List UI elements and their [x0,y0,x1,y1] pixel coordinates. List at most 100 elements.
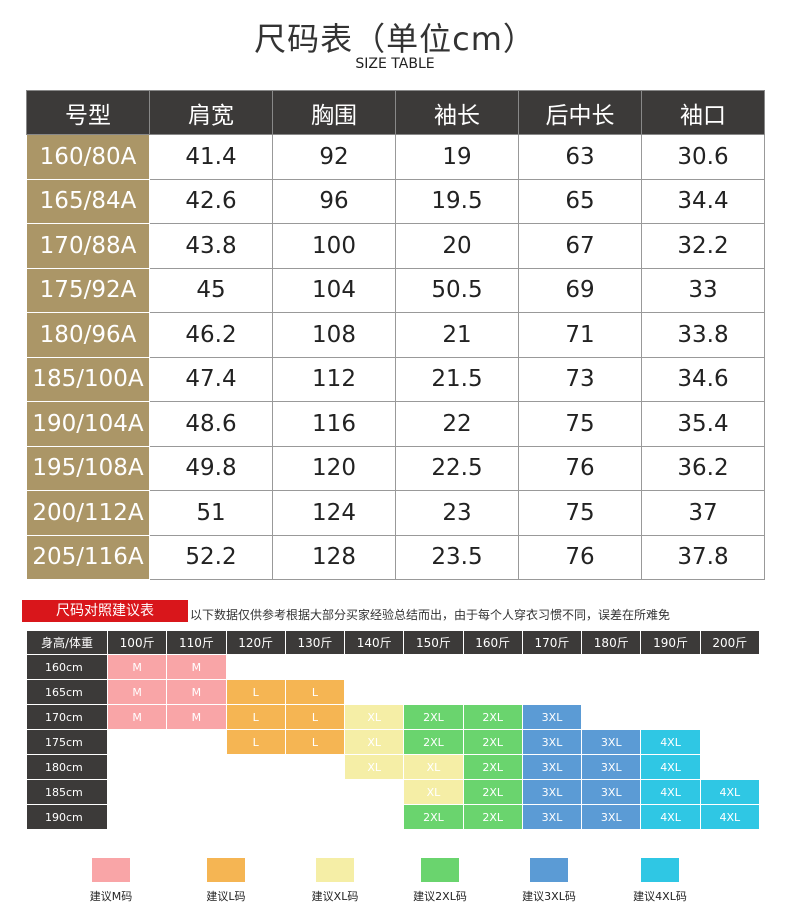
empty-cell [582,655,640,679]
empty-cell [167,805,225,829]
legend-item: 建议3XL码 [494,858,604,904]
size-value-cell: 42.6 [149,178,273,224]
legend-swatch [421,858,459,882]
empty-cell [345,805,403,829]
size-value-cell: 35.4 [641,401,765,447]
empty-cell [167,730,225,754]
size-value-cell: 22 [395,401,519,447]
empty-cell [701,655,759,679]
legend-swatch [92,858,130,882]
height-cell: 190cm [27,805,107,829]
size-table-row: 200/112A 51 124 23 75 37 [26,490,765,536]
size-value-cell: 108 [272,312,396,358]
size-suggestion-cell: 2XL [404,805,463,829]
size-value-cell: 128 [272,534,396,580]
weight-header-cell: 100斤 [108,631,167,654]
size-table-body: 160/80A 41.4 92 19 63 30.6 165/84A 42.6 96 19.5 65… [26,134,765,580]
size-value-cell: 21.5 [395,356,519,402]
size-table: 号型 肩宽 胸围 袖长 后中长 袖口 160/80A 41.4 92 19 63 30.6 165/8… [26,90,765,580]
size-header-cell: 袖长 [395,90,519,135]
size-table-row: 160/80A 41.4 92 19 63 30.6 [26,134,765,180]
size-suggestion-cell: 4XL [700,780,759,804]
size-value-cell: 51 [149,490,273,536]
size-value-cell: 21 [395,312,519,358]
recommend-title: 尺码对照建议表 [22,600,188,622]
size-suggestion-cell: L [285,730,345,754]
empty-cell [286,655,344,679]
size-value-cell: 20 [395,223,519,269]
size-value-cell: 75 [518,490,642,536]
legend-item: 建议XL码 [280,858,390,904]
size-value-cell: 23 [395,490,519,536]
empty-cell [345,655,403,679]
size-value-cell: 37.8 [641,534,765,580]
size-table-row: 205/116A 52.2 128 23.5 76 37.8 [26,534,765,580]
empty-cell [701,755,759,779]
size-header-cell: 胸围 [272,90,396,135]
size-value-cell: 116 [272,401,396,447]
empty-cell [404,680,462,704]
size-value-cell: 19.5 [395,178,519,224]
recommend-row: 190cm 2XL 2XL 3XL 3XL 4XL 4XL [27,805,759,829]
size-suggestion-cell: L [226,730,285,754]
legend-label: 建议M码 [89,890,133,903]
size-value-cell: 32.2 [641,223,765,269]
size-suggestion-cell: M [167,655,226,679]
recommend-row: 170cm M M L L XL 2XL 2XL 3XL [27,705,759,729]
empty-cell [286,780,344,804]
size-table-row: 195/108A 49.8 120 22.5 76 36.2 [26,445,765,491]
weight-header-cell: 130斤 [285,631,345,654]
size-value-cell: 124 [272,490,396,536]
size-header-cell: 号型 [26,90,150,135]
height-cell: 185cm [27,780,107,804]
size-suggestion-cell: 3XL [522,780,582,804]
empty-cell [523,680,581,704]
height-cell: 170cm [27,705,107,729]
size-model-cell: 200/112A [26,490,150,536]
size-table-row: 190/104A 48.6 116 22 75 35.4 [26,401,765,447]
size-value-cell: 30.6 [641,134,765,180]
size-value-cell: 76 [518,445,642,491]
size-suggestion-cell: 3XL [522,730,582,754]
size-value-cell: 36.2 [641,445,765,491]
size-value-cell: 69 [518,267,642,313]
weight-header-cell: 200斤 [700,631,759,654]
size-value-cell: 45 [149,267,273,313]
size-model-cell: 185/100A [26,356,150,402]
size-model-cell: 195/108A [26,445,150,491]
empty-cell [582,705,640,729]
weight-header-cell: 160斤 [463,631,522,654]
empty-cell [286,805,344,829]
size-value-cell: 33 [641,267,765,313]
size-value-cell: 71 [518,312,642,358]
size-suggestion-cell: 3XL [522,755,582,779]
weight-header-cell: 110斤 [167,631,226,654]
size-value-cell: 37 [641,490,765,536]
page-subtitle: SIZE TABLE [355,56,435,72]
empty-cell [701,680,759,704]
size-suggestion-cell: 4XL [641,780,700,804]
empty-cell [523,655,581,679]
empty-cell [227,755,285,779]
size-suggestion-cell: 4XL [700,805,759,829]
size-model-cell: 165/84A [26,178,150,224]
recommend-corner: 身高/体重 [27,631,107,654]
size-value-cell: 63 [518,134,642,180]
size-suggestion-cell: L [226,680,285,704]
size-table-row: 175/92A 45 104 50.5 69 33 [26,267,765,313]
weight-header-cell: 120斤 [226,631,285,654]
size-value-cell: 75 [518,401,642,447]
size-suggestion-cell: 3XL [582,805,641,829]
legend-item: 建议2XL码 [385,858,495,904]
size-suggestion-cell: XL [404,755,463,779]
size-suggestion-cell: M [167,705,226,729]
recommend-table: 身高/体重 100斤 110斤 120斤 130斤 140斤 150斤 160斤 170斤 180… [26,630,760,830]
size-value-cell: 22.5 [395,445,519,491]
recommend-row: 185cm XL 2XL 3XL 3XL 4XL 4XL [27,780,759,804]
recommend-row: 180cm XL XL 2XL 3XL 3XL 4XL [27,755,759,779]
size-value-cell: 46.2 [149,312,273,358]
empty-cell [641,705,699,729]
empty-cell [108,780,166,804]
recommend-row: 160cm M M [27,655,759,679]
size-suggestion-cell: M [167,680,226,704]
